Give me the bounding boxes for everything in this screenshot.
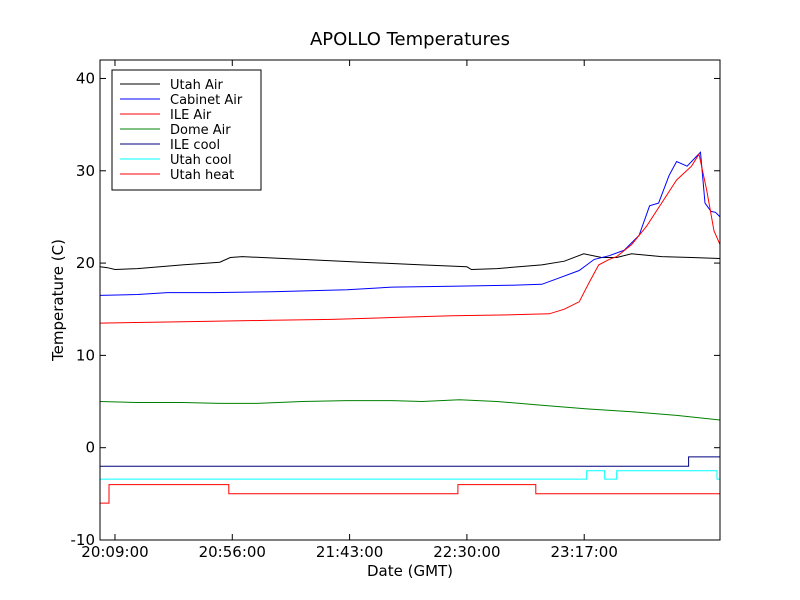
- y-tick-label: 20: [76, 254, 95, 272]
- x-tick-label: 20:09:00: [81, 543, 148, 561]
- legend-label-utah-air: Utah Air: [170, 78, 223, 93]
- y-tick-label: 40: [76, 69, 95, 87]
- y-tick-label: 10: [76, 346, 95, 364]
- series-line-ile-cool: [100, 456, 720, 467]
- x-tick-label: 20:56:00: [199, 543, 266, 561]
- plot-frame: [99, 59, 721, 541]
- ticks-layer: -10 0 10 20 30 40 20:09:00 20:56:00 21:43:00 22:3…: [71, 60, 720, 561]
- x-axis-title: Date (GMT): [367, 562, 453, 580]
- y-tick-label: 30: [76, 162, 95, 180]
- legend-label-cabinet-air: Cabinet Air: [170, 93, 243, 108]
- legend-label-utah-heat: Utah heat: [170, 168, 234, 183]
- legend-label-ile-cool: ILE cool: [170, 138, 220, 153]
- series-line-dome-air: [99, 399, 721, 421]
- legend-label-ile-air: ILE Air: [170, 108, 212, 123]
- series-layer: [99, 151, 721, 504]
- y-tick-label: -10: [71, 531, 96, 549]
- x-tick-label: 21:43:00: [316, 543, 383, 561]
- legend-label-utah-cool: Utah cool: [170, 153, 232, 168]
- x-tick-label: 22:30:00: [433, 543, 500, 561]
- series-line-utah-heat: [100, 484, 720, 504]
- x-tick-label: 23:17:00: [551, 543, 618, 561]
- legend-label-dome-air: Dome Air: [170, 123, 231, 138]
- chart-title: APOLLO Temperatures: [310, 29, 510, 50]
- y-tick-label: 0: [85, 439, 95, 457]
- y-axis-title: Temperature (C): [49, 239, 67, 362]
- series-line-ile-air: [99, 152, 721, 324]
- series-line-utah-air: [99, 253, 721, 271]
- legend-box: [111, 69, 262, 191]
- series-line-utah-cool: [100, 470, 720, 480]
